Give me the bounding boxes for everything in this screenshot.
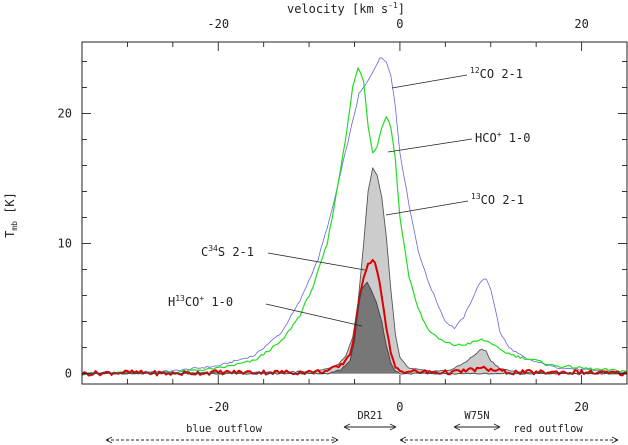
arrowhead-left-icon: [105, 436, 113, 444]
annotation-c34s-text: C34S 2-1: [201, 244, 254, 259]
axis-ticks: -20 -20 0 0 20 20 0 10 20: [58, 17, 628, 414]
x-tick-label-bottom: 0: [396, 400, 403, 414]
y-tick-label: 20: [58, 107, 72, 121]
range-w75n: W75N: [453, 410, 501, 431]
leader-line-c34s: [267, 252, 366, 271]
annotation-13co: 13CO 2-1: [385, 192, 524, 216]
series-line-12co-2-1: [81, 57, 628, 375]
range-label-blue-outflow: blue outflow: [186, 423, 263, 435]
y-axis-label: Tmb [K]: [3, 192, 19, 238]
y-tick-label: 0: [65, 367, 72, 381]
annotation-13co-text: 13CO 2-1: [471, 192, 524, 207]
annotation-h13co-text: H13CO+ 1-0: [168, 294, 233, 309]
arrowhead-right-icon: [389, 423, 397, 431]
x-tick-label-top: -20: [207, 17, 229, 31]
series-line-h13co-1-0: [81, 281, 628, 375]
range-label-w75n: W75N: [464, 410, 489, 422]
range-dr21: DR21: [343, 410, 397, 431]
top-axis-label: velocity [km s-1]: [287, 1, 405, 16]
x-tick-label-bottom: -20: [207, 400, 229, 414]
leader-line-hco: [387, 138, 473, 153]
annotation-c34s: C34S 2-1: [201, 244, 366, 271]
annotation-hco-text: HCO+ 1-0: [475, 130, 530, 145]
y-tick-label: 10: [58, 237, 72, 251]
range-label-dr21: DR21: [357, 410, 382, 422]
annotation-12co: 12CO 2-1: [391, 66, 523, 89]
arrowhead-left-icon: [399, 436, 407, 444]
leader-line-12co: [391, 74, 468, 89]
x-tick-label-top: 0: [396, 17, 403, 31]
leader-line-13co: [385, 200, 469, 216]
annotation-h13co: H13CO+ 1-0: [168, 294, 363, 327]
x-tick-label-top: 20: [574, 17, 588, 31]
x-tick-label-bottom: 20: [574, 400, 588, 414]
range-blue-outflow: blue outflow: [105, 423, 339, 444]
arrowhead-left-icon: [453, 423, 461, 431]
range-label-red-outflow: red outflow: [513, 423, 583, 435]
annotation-hco: HCO+ 1-0: [387, 130, 530, 153]
series-fill-h13co-1-0: [82, 282, 627, 375]
range-red-outflow: red outflow: [399, 423, 619, 444]
series-line-c34s-2-1: [81, 258, 628, 377]
annotation-12co-text: 12CO 2-1: [470, 66, 523, 81]
leader-line-h13co: [265, 303, 363, 327]
series-lines: [81, 57, 628, 377]
arrowhead-right-icon: [611, 436, 619, 444]
arrowhead-left-icon: [343, 423, 351, 431]
arrowhead-right-icon: [331, 436, 339, 444]
arrowhead-right-icon: [493, 423, 501, 431]
